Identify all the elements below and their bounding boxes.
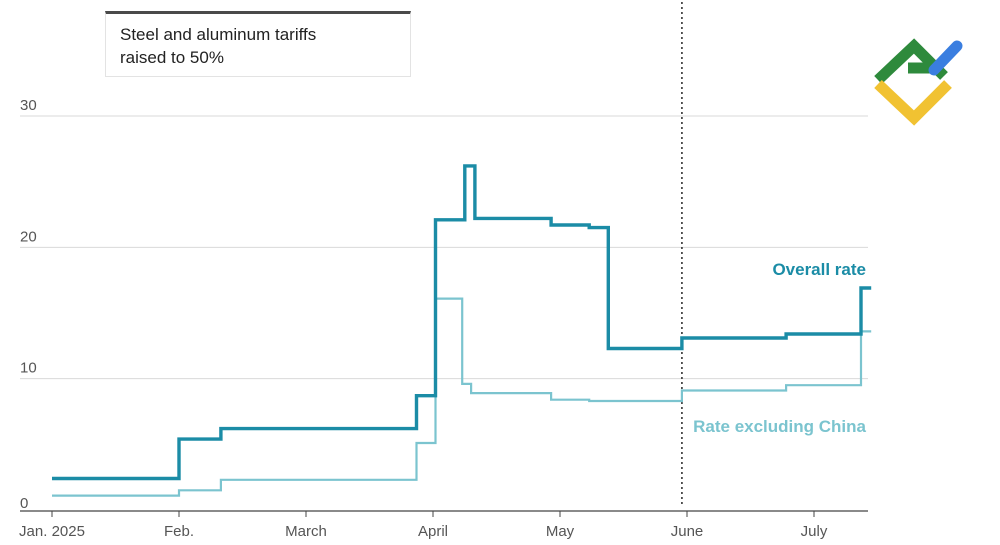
annotation-line-2: raised to 50% [120,48,224,67]
label-rate-excluding-china: Rate excluding China [693,417,866,436]
y-tick-label: 20 [20,228,37,245]
annotation-line-1: Steel and aluminum tariffs [120,25,317,44]
y-tick-label: 10 [20,360,37,377]
x-tick-label: May [546,523,575,540]
series-line-excluding-china [52,297,872,497]
brand-logo-icon [874,38,963,126]
series-lines [52,164,872,497]
axes: 30 20 10 0 Jan. 2025 Feb. March April May June Jul… [19,2,868,540]
x-tick-label: Feb. [164,523,194,540]
x-tick-label: Jan. 2025 [19,523,85,540]
annotation-box: Steel and aluminum tariffs raised to 50% [105,11,411,77]
x-tick-label: June [671,523,704,540]
series-labels: Overall rate Rate excluding China [693,260,866,436]
y-tick-label: 0 [20,495,28,512]
label-overall-rate: Overall rate [772,260,866,279]
y-tick-label: 30 [20,97,37,114]
x-tick-label: July [801,523,828,540]
x-tick-label: April [418,523,448,540]
x-tick-label: March [285,523,327,540]
gridlines [20,115,868,380]
series-line-overall-rate [52,164,872,481]
